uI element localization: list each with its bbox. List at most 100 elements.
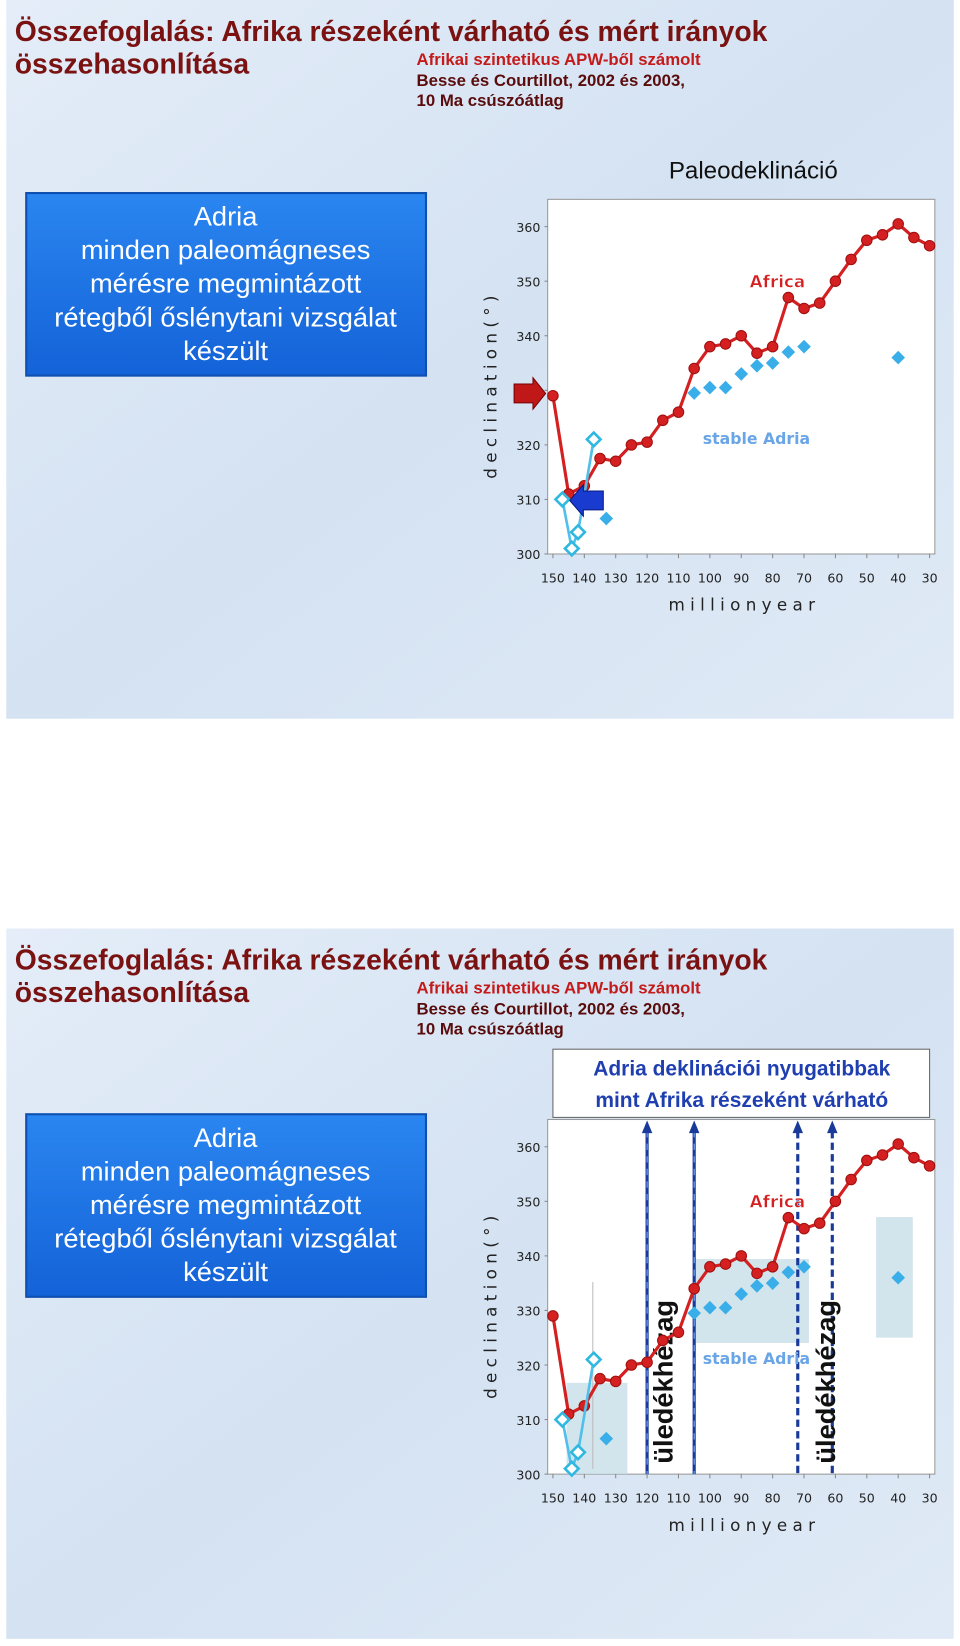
- data-point: [641, 436, 653, 448]
- source-text: Afrikai szintetikus APW-ből számolt: [417, 50, 702, 69]
- data-point: [719, 1258, 732, 1270]
- data-point: [923, 239, 936, 252]
- y-tick-label: 300: [516, 1467, 540, 1482]
- data-point: [766, 1261, 779, 1273]
- series-line: [561, 439, 596, 554]
- source-text: 10 Ma csúszóátlag: [417, 1020, 564, 1039]
- data-point: [657, 1334, 669, 1347]
- x-tick-label: 110: [666, 570, 690, 585]
- x-tick-label: 30: [922, 570, 938, 585]
- data-point: [672, 406, 685, 418]
- data-point: [625, 439, 638, 451]
- info-box-text: Adria: [194, 1122, 258, 1153]
- y-axis-label: d e c l i n a t i o n ( ° ): [480, 296, 500, 479]
- data-point: [563, 1459, 581, 1478]
- gap-label: üledékhézag: [810, 1300, 841, 1464]
- slide-title: Összefoglalás: Afrika részeként várható …: [15, 16, 768, 48]
- data-point: [751, 1267, 763, 1280]
- data-point: [594, 452, 606, 465]
- data-point: [845, 253, 857, 266]
- data-point: [609, 1375, 622, 1388]
- data-point: [876, 1149, 889, 1161]
- data-point: [781, 345, 796, 359]
- source-text: Besse és Courtillot, 2002 és 2003,: [417, 71, 685, 90]
- y-tick-label: 330: [516, 1304, 540, 1319]
- y-tick-label: 310: [516, 1413, 540, 1428]
- data-point: [892, 218, 904, 230]
- data-point: [599, 511, 614, 526]
- y-tick-label: 350: [516, 1195, 540, 1210]
- data-point: [569, 523, 587, 541]
- data-point: [585, 430, 603, 449]
- gap-label: üledékhézag: [648, 1300, 679, 1464]
- chart-title-box: [552, 1048, 931, 1118]
- data-point: [719, 338, 732, 350]
- slide-title: összehasonlítása: [15, 48, 250, 80]
- slide-title: összehasonlítása: [15, 977, 250, 1009]
- data-point: [672, 1326, 685, 1339]
- x-tick-label: 100: [698, 1490, 722, 1505]
- x-tick-label: 110: [666, 1490, 690, 1505]
- data-point: [703, 1300, 717, 1315]
- data-point: [704, 340, 716, 353]
- x-tick-label: 90: [733, 1490, 749, 1505]
- y-tick-label: 320: [516, 1358, 540, 1373]
- data-point: [718, 1300, 733, 1315]
- x-tick-label: 50: [859, 570, 875, 585]
- data-point: [782, 291, 795, 304]
- data-point: [797, 1259, 811, 1274]
- source-text: 10 Ma csúszóátlag: [417, 91, 564, 110]
- data-point: [813, 1217, 826, 1229]
- x-axis-label: m i l l i o n y e a r: [669, 595, 816, 615]
- data-point: [861, 234, 873, 247]
- x-tick-label: 60: [827, 570, 843, 585]
- info-box-text: készült: [183, 1256, 268, 1287]
- annotation: stable Adria: [703, 429, 810, 448]
- data-point: [781, 1265, 796, 1280]
- blue-arrow: [569, 483, 604, 518]
- series-line: [561, 1359, 596, 1474]
- gap-arrow: [641, 1120, 653, 1134]
- info-box: [25, 192, 428, 377]
- gap-arrow: [688, 1120, 700, 1134]
- y-tick-label: 300: [516, 547, 540, 562]
- data-point: [923, 1160, 936, 1172]
- data-point: [625, 1359, 638, 1371]
- x-tick-label: 120: [635, 1490, 659, 1505]
- data-point: [569, 1443, 587, 1461]
- data-point: [599, 1431, 614, 1446]
- data-point: [641, 1356, 653, 1369]
- y-tick-label: 340: [516, 1249, 540, 1264]
- chart-title: Adria deklinációi nyugatibbak: [593, 1057, 890, 1080]
- y-tick-label: 320: [516, 438, 540, 453]
- x-tick-label: 40: [890, 1490, 906, 1505]
- info-box-text: Adria: [194, 201, 258, 232]
- data-point: [765, 1276, 780, 1290]
- x-tick-label: 150: [541, 1490, 565, 1505]
- annotation: Africa: [750, 1192, 806, 1212]
- data-point: [735, 329, 748, 342]
- red-arrow: [513, 376, 547, 411]
- info-box-text: készült: [183, 335, 268, 366]
- x-tick-label: 130: [604, 1490, 628, 1505]
- y-tick-label: 360: [516, 220, 540, 235]
- data-point: [829, 1195, 842, 1208]
- annotation: stable Adria: [703, 1349, 810, 1368]
- data-point: [553, 1410, 572, 1429]
- x-tick-label: 30: [922, 1490, 938, 1505]
- x-tick-label: 140: [572, 570, 596, 585]
- data-point: [547, 1310, 559, 1322]
- x-tick-label: 50: [859, 1490, 875, 1505]
- x-tick-label: 60: [827, 1490, 843, 1505]
- source-text: Besse és Courtillot, 2002 és 2003,: [417, 1000, 685, 1019]
- x-tick-label: 70: [796, 1490, 812, 1505]
- data-point: [891, 1270, 906, 1285]
- info-box: [25, 1113, 428, 1298]
- y-tick-label: 360: [516, 1140, 540, 1155]
- data-point: [688, 1282, 700, 1295]
- data-point: [908, 231, 920, 244]
- data-point: [547, 389, 559, 402]
- y-tick-label: 350: [516, 274, 540, 289]
- gap-arrow: [827, 1120, 838, 1134]
